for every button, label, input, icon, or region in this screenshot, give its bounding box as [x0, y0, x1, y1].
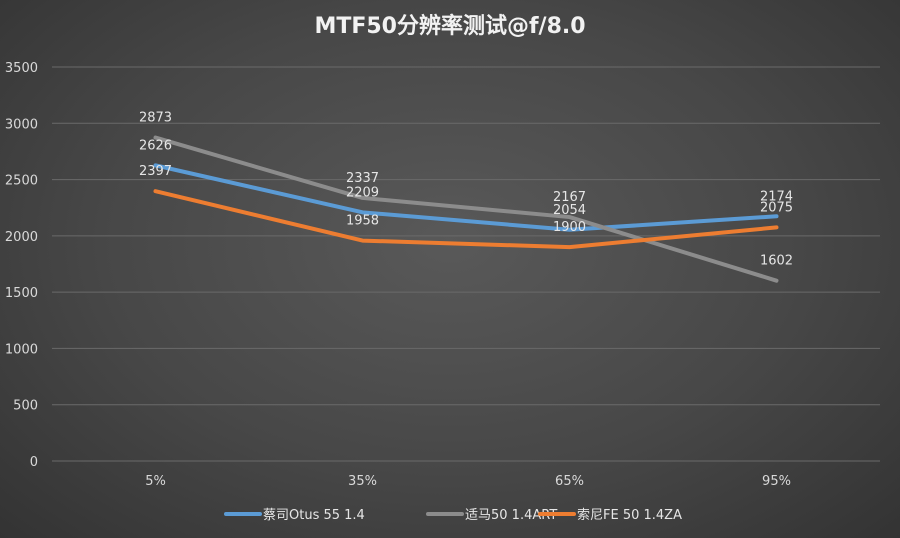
- legend-label: 蔡司Otus 55 1.4: [263, 508, 365, 523]
- x-tick-label: 5%: [145, 474, 166, 489]
- data-label: 2174: [760, 189, 793, 204]
- y-tick-label: 1000: [5, 342, 38, 357]
- y-tick-label: 0: [30, 455, 38, 470]
- data-label: 2075: [760, 200, 793, 215]
- chart-title: MTF50分辨率测试@f/8.0: [314, 13, 585, 39]
- legend-item-1: 适马50 1.4ART: [426, 508, 557, 523]
- y-tick-label: 500: [13, 399, 38, 414]
- data-label: 2054: [553, 203, 586, 218]
- data-label: 1602: [760, 254, 793, 269]
- y-tick-label: 3500: [5, 61, 38, 76]
- data-label: 2209: [346, 185, 379, 200]
- series-line-1: [153, 135, 779, 283]
- series-line-2: [153, 189, 779, 250]
- x-tick-label: 95%: [762, 474, 791, 489]
- data-label: 2397: [139, 164, 172, 179]
- data-label: 2626: [139, 138, 172, 153]
- legend-label: 适马50 1.4ART: [465, 508, 557, 523]
- legend-item-2: 索尼FE 50 1.4ZA: [538, 508, 682, 523]
- data-label: 2873: [139, 111, 172, 126]
- legend-item-0: 蔡司Otus 55 1.4: [224, 508, 365, 523]
- x-tick-label: 35%: [348, 474, 377, 489]
- y-tick-label: 2500: [5, 174, 38, 189]
- data-label: 2167: [553, 190, 586, 205]
- series-line-0: [153, 163, 779, 232]
- y-tick-label: 3000: [5, 117, 38, 132]
- x-tick-label: 65%: [555, 474, 584, 489]
- y-tick-label: 2000: [5, 230, 38, 245]
- data-label: 1900: [553, 220, 586, 235]
- data-label: 1958: [346, 214, 379, 229]
- legend-label: 索尼FE 50 1.4ZA: [577, 508, 682, 523]
- data-label: 2337: [346, 171, 379, 186]
- y-tick-label: 1500: [5, 286, 38, 301]
